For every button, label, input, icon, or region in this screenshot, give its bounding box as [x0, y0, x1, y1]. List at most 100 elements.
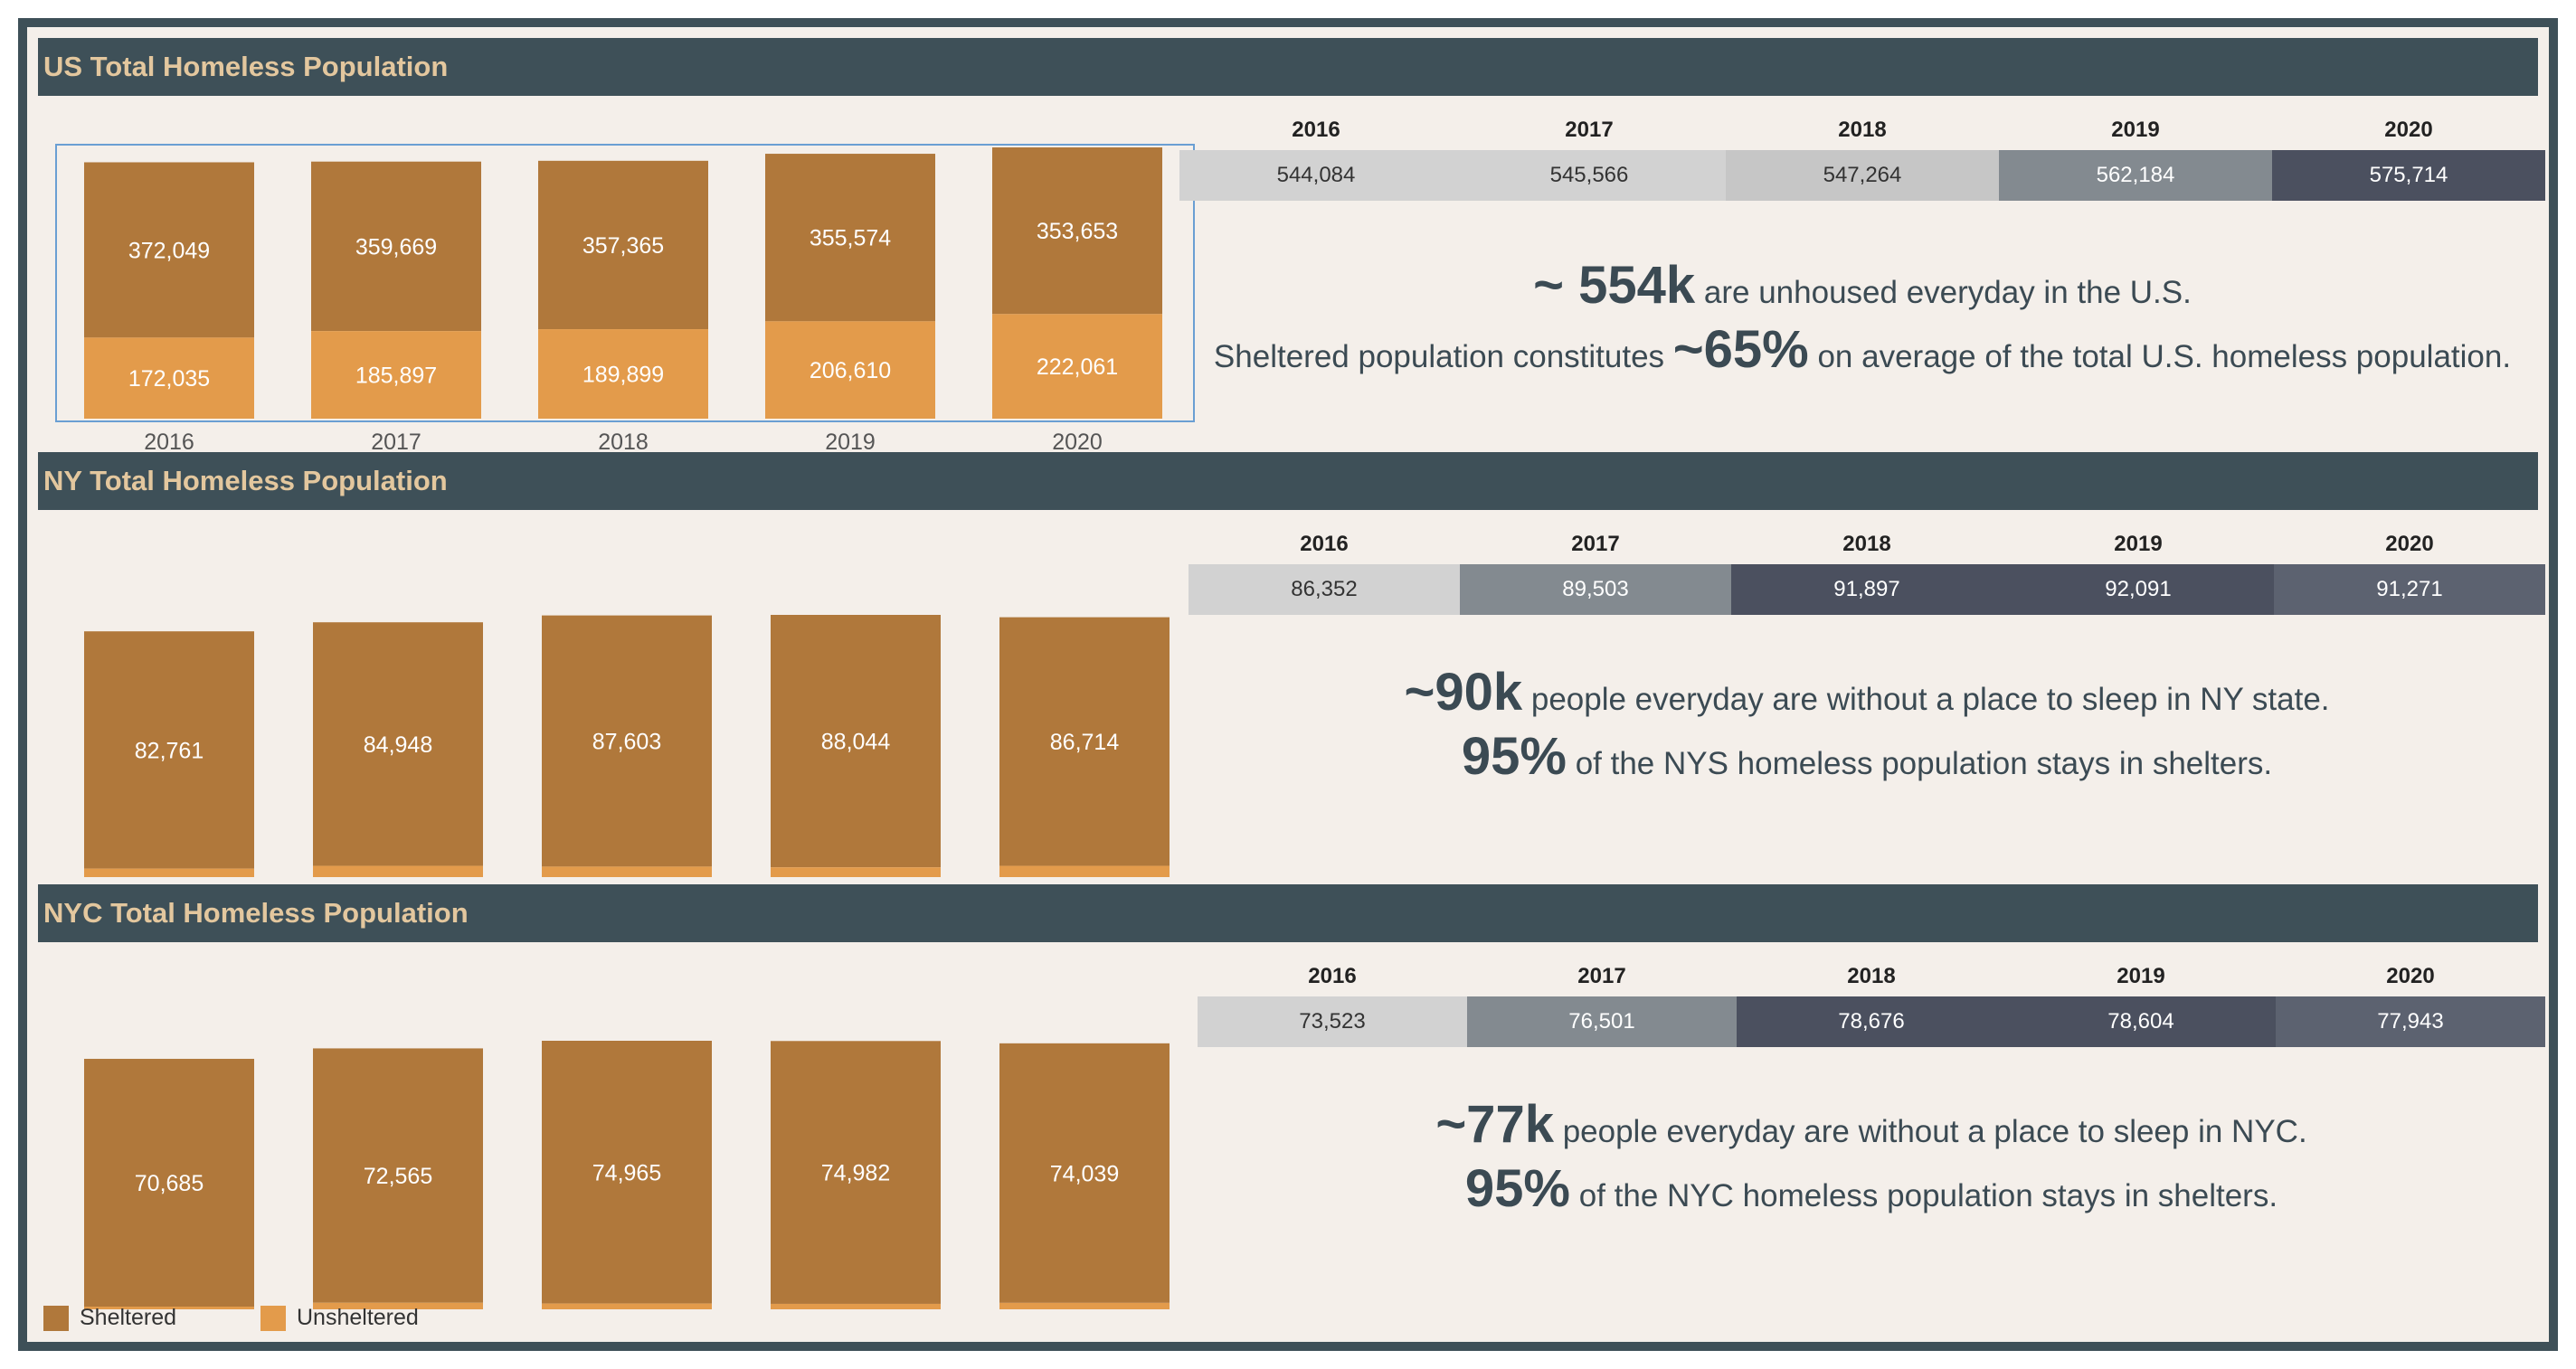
us-highlight-table: 2016 2017 2018 2019 2020 544,084 545,566 547,26…	[1179, 110, 2545, 201]
nyc-summary-stat-1-1: ~77k	[1435, 1095, 1554, 1154]
ny-table-year-2018: 2018	[1842, 532, 1891, 556]
ny-bar-sheltered-2019[interactable]	[771, 615, 941, 868]
us-table-header-row: 2016 2017 2018 2019 2020	[1179, 110, 2545, 150]
nyc-bar-unsheltered-2019[interactable]	[771, 1303, 941, 1309]
us-bar-sheltered-2019[interactable]	[765, 154, 935, 322]
us-bar-sheltered-2016[interactable]	[84, 162, 254, 338]
dashboard: US Total Homeless Population 372,049 172,…	[18, 18, 2558, 1351]
us-table-cell-2020[interactable]: 575,714	[2272, 150, 2545, 201]
us-x-tick-2017: 2017	[371, 430, 421, 455]
nyc-bar-unsheltered-2017[interactable]	[313, 1302, 483, 1309]
ny-bar-sheltered-2018[interactable]	[542, 615, 712, 867]
nyc-bar-sheltered-2018[interactable]	[542, 1041, 712, 1304]
ny-bar-unsheltered-2017[interactable]	[313, 865, 483, 877]
nyc-bar-sheltered-2019[interactable]	[771, 1041, 941, 1304]
nyc-label-sheltered-2020: 74,039	[1050, 1161, 1119, 1186]
us-bar-unsheltered-2017[interactable]	[311, 331, 481, 419]
nyc-bar-chart[interactable]: 70,685201672,565201774,965201874,9822019…	[36, 942, 1212, 1309]
us-bar-sheltered-2020[interactable]	[992, 147, 1162, 315]
nyc-table-cell-2016[interactable]: 73,523	[1198, 996, 1467, 1047]
ny-section-title: NY Total Homeless Population	[38, 452, 2538, 510]
nyc-label-sheltered-2016: 70,685	[135, 1171, 204, 1196]
ny-bar-unsheltered-2019[interactable]	[771, 867, 941, 877]
us-table-year-2019: 2019	[2111, 118, 2160, 142]
us-label-sheltered-2018: 357,365	[582, 233, 664, 259]
us-table-cell-2016[interactable]: 544,084	[1179, 150, 1453, 201]
ny-bar-unsheltered-2018[interactable]	[542, 866, 712, 877]
us-summary-text-2-3: on average of the total U.S. homeless po…	[1808, 339, 2512, 374]
nyc-table-cell-2020[interactable]: 77,943	[2276, 996, 2545, 1047]
us-table-year-2018: 2018	[1838, 118, 1887, 142]
ny-summary-line-2: 95% of the NYS homeless population stays…	[1189, 726, 2545, 787]
nyc-table-cell-2019[interactable]: 78,604	[2006, 996, 2276, 1047]
nyc-table-cell-2017[interactable]: 76,501	[1467, 996, 1737, 1047]
us-label-sheltered-2016: 372,049	[128, 238, 210, 263]
us-section-title: US Total Homeless Population	[38, 38, 2538, 96]
ny-highlight-table: 2016 2017 2018 2019 2020 86,352 89,503 91,897 92…	[1189, 524, 2545, 615]
us-table-cell-2019[interactable]: 562,184	[1999, 150, 2272, 201]
nyc-label-sheltered-2017: 72,565	[364, 1164, 432, 1189]
us-x-tick-2020: 2020	[1052, 430, 1103, 455]
nyc-bar-sheltered-2020[interactable]	[999, 1043, 1170, 1303]
ny-table-cell-2020[interactable]: 91,271	[2274, 564, 2545, 615]
us-label-unsheltered-2020: 222,061	[1037, 354, 1118, 380]
ny-table-cell-2019[interactable]: 92,091	[2003, 564, 2274, 615]
nyc-bar-unsheltered-2016[interactable]	[84, 1306, 254, 1309]
nyc-table-cell-2018[interactable]: 78,676	[1737, 996, 2006, 1047]
ny-table-cell-2018[interactable]: 91,897	[1731, 564, 2003, 615]
us-bar-unsheltered-2020[interactable]	[992, 314, 1162, 419]
ny-summary-text-1-2: people everyday are without a place to s…	[1522, 682, 2330, 717]
us-summary: ~ 554k are unhoused everyday in the U.S.…	[1179, 255, 2545, 380]
ny-bar-sheltered-2017[interactable]	[313, 622, 483, 866]
nyc-bar-sheltered-2016[interactable]	[84, 1058, 254, 1307]
ny-bar-unsheltered-2016[interactable]	[84, 868, 254, 877]
ny-table-cell-2016[interactable]: 86,352	[1189, 564, 1460, 615]
ny-bar-sheltered-2020[interactable]	[999, 617, 1170, 866]
ny-table-cell-2017[interactable]: 89,503	[1460, 564, 1731, 615]
nyc-label-sheltered-2018: 74,965	[592, 1160, 661, 1185]
ny-summary-text-2-2: of the NYS homeless population stays in …	[1566, 746, 2273, 781]
nyc-summary-line-2: 95% of the NYC homeless population stays…	[1198, 1158, 2545, 1219]
ny-summary-stat-2-1: 95%	[1461, 727, 1567, 786]
us-bar-unsheltered-2019[interactable]	[765, 321, 935, 419]
legend-item-sheltered[interactable]: Sheltered	[43, 1305, 176, 1331]
us-summary-line-1: ~ 554k are unhoused everyday in the U.S.	[1179, 255, 2545, 316]
us-label-unsheltered-2018: 189,899	[582, 363, 664, 388]
ny-table-year-2017: 2017	[1571, 532, 1620, 556]
nyc-table-year-2018: 2018	[1847, 964, 1896, 988]
us-summary-text-2-1: Sheltered population constitutes	[1213, 339, 1673, 374]
ny-bar-sheltered-2016[interactable]	[84, 631, 254, 869]
nyc-table-year-2016: 2016	[1308, 964, 1357, 988]
ny-summary-line-1: ~90k people everyday are without a place…	[1189, 662, 2545, 722]
nyc-table-year-2019: 2019	[2117, 964, 2165, 988]
ny-table-year-2019: 2019	[2114, 532, 2163, 556]
us-label-unsheltered-2016: 172,035	[128, 366, 210, 392]
legend-item-unsheltered[interactable]: Unsheltered	[260, 1305, 419, 1331]
us-bar-sheltered-2017[interactable]	[311, 161, 481, 332]
us-label-unsheltered-2017: 185,897	[355, 363, 437, 389]
nyc-table-header-row: 2016 2017 2018 2019 2020	[1198, 957, 2545, 996]
nyc-bar-sheltered-2017[interactable]	[313, 1048, 483, 1303]
us-bar-sheltered-2018[interactable]	[538, 160, 708, 330]
ny-bar-unsheltered-2020[interactable]	[999, 865, 1170, 877]
nyc-highlight-table: 2016 2017 2018 2019 2020 73,523 76,501 78,676 78…	[1198, 957, 2545, 1047]
us-bar-chart[interactable]: 372,049 172,035 2016 359,669 185,897 2017 357,…	[36, 96, 1212, 463]
ny-summary: ~90k people everyday are without a place…	[1189, 662, 2545, 787]
ny-bar-chart[interactable]: 82,761201684,948201787,603201888,0442019…	[36, 510, 1212, 877]
us-bar-unsheltered-2018[interactable]	[538, 329, 708, 419]
nyc-bar-unsheltered-2020[interactable]	[999, 1302, 1170, 1309]
nyc-summary-stat-2-1: 95%	[1464, 1159, 1570, 1218]
ny-label-sheltered-2020: 86,714	[1050, 730, 1120, 755]
nyc-table-value-row: 73,523 76,501 78,676 78,604 77,943	[1198, 996, 2545, 1047]
us-table-cell-2018[interactable]: 547,264	[1726, 150, 1999, 201]
nyc-label-sheltered-2019: 74,982	[821, 1161, 890, 1186]
nyc-summary-text-2-2: of the NYC homeless population stays in …	[1570, 1178, 2278, 1213]
nyc-bar-unsheltered-2018[interactable]	[542, 1303, 712, 1309]
us-table-cell-2017[interactable]: 545,566	[1453, 150, 1726, 201]
us-label-sheltered-2017: 359,669	[355, 234, 437, 260]
nyc-table-year-2020: 2020	[2386, 964, 2435, 988]
us-summary-stat-2-2: ~65%	[1672, 320, 1809, 379]
us-bar-unsheltered-2016[interactable]	[84, 337, 254, 419]
ny-label-sheltered-2019: 88,044	[821, 730, 891, 755]
us-x-tick-2016: 2016	[144, 430, 194, 455]
